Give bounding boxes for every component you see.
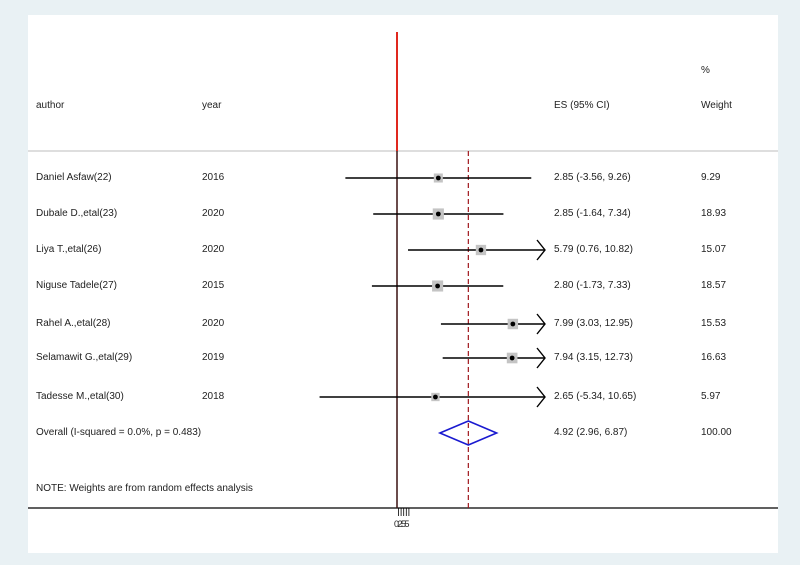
study-weight: 9.29 <box>701 172 721 183</box>
study-ci-text: 2.85 (-1.64, 7.34) <box>554 208 631 219</box>
study-author: Liya T.,etal(26) <box>36 244 102 255</box>
study-ci-text: 2.80 (-1.73, 7.33) <box>554 280 631 291</box>
point-estimate <box>435 211 441 217</box>
study-author: Tadesse M.,etal(30) <box>36 391 124 402</box>
study-year: 2018 <box>202 391 225 402</box>
header-year: year <box>202 100 222 111</box>
ci-arrow <box>536 386 546 408</box>
study-year: 2020 <box>202 244 225 255</box>
study-weight: 16.63 <box>701 352 727 363</box>
study-year: 2016 <box>202 172 225 183</box>
point-estimate <box>433 394 438 400</box>
overall-ci-text: 4.92 (2.96, 6.87) <box>554 427 628 438</box>
study-weight: 18.93 <box>701 208 727 219</box>
study-ci-text: 7.99 (3.03, 12.95) <box>554 318 633 329</box>
header-es: ES (95% CI) <box>554 100 610 111</box>
overall-diamond <box>437 420 499 446</box>
point-estimate <box>509 355 515 361</box>
study-author: Niguse Tadele(27) <box>36 280 117 291</box>
point-estimate <box>478 247 484 253</box>
study-weight: 18.57 <box>701 280 727 291</box>
ci-arrow <box>536 347 546 369</box>
plot-area <box>28 15 778 553</box>
study-ci-text: 7.94 (3.15, 12.73) <box>554 352 633 363</box>
study-year: 2020 <box>202 318 225 329</box>
x-tick-label: 0255 <box>394 519 410 529</box>
study-ci-text: 2.65 (-5.34, 10.65) <box>554 391 637 402</box>
point-estimate <box>435 283 440 289</box>
overall-label: Overall (I-squared = 0.0%, p = 0.483) <box>36 427 202 438</box>
study-author: Selamawit G.,etal(29) <box>36 352 133 363</box>
point-estimate <box>510 321 516 327</box>
study-author: Daniel Asfaw(22) <box>36 172 112 183</box>
overall-weight-text: 100.00 <box>701 427 732 438</box>
study-year: 2019 <box>202 352 225 363</box>
study-weight: 15.53 <box>701 318 727 329</box>
study-year: 2015 <box>202 280 225 291</box>
study-weight: 5.97 <box>701 391 721 402</box>
study-weight: 15.07 <box>701 244 727 255</box>
study-author: Rahel A.,etal(28) <box>36 318 111 329</box>
study-ci-text: 5.79 (0.76, 10.82) <box>554 244 633 255</box>
ci-arrow <box>536 239 546 261</box>
study-author: Dubale D.,etal(23) <box>36 208 118 219</box>
note-text: NOTE: Weights are from random effects an… <box>36 483 253 494</box>
header-weight-percent: % <box>701 65 710 76</box>
point-estimate <box>435 175 441 181</box>
study-year: 2020 <box>202 208 225 219</box>
header-author: author <box>36 100 65 111</box>
header-weight: Weight <box>701 100 732 111</box>
ci-arrow <box>536 313 546 335</box>
study-ci-text: 2.85 (-3.56, 9.26) <box>554 172 631 183</box>
